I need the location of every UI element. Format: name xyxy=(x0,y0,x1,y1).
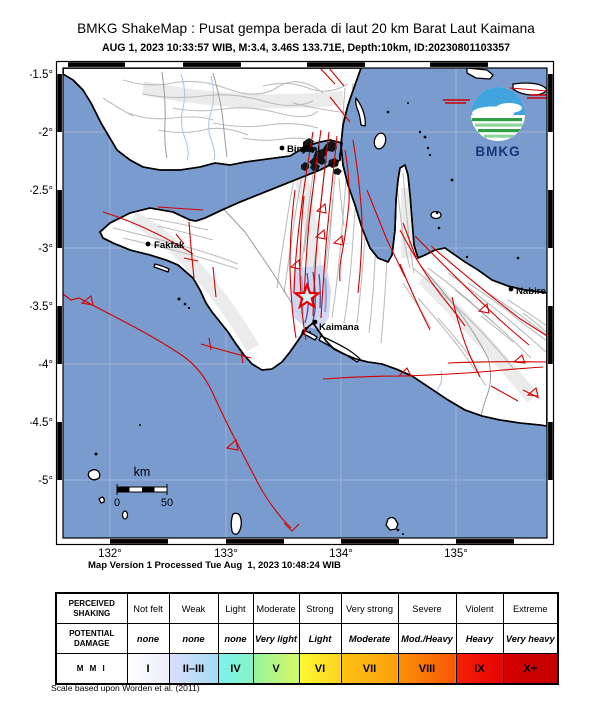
legend-cell: Not felt xyxy=(126,592,170,624)
scale-unit: km xyxy=(134,465,151,479)
legend-cell: Violent xyxy=(455,592,504,624)
scale-start: 0 xyxy=(114,497,120,509)
event-summary: AUG 1, 2023 10:33:57 WIB, M:3.4, 3.46S 1… xyxy=(101,42,511,54)
lat-tick-label: -2.5° xyxy=(30,185,53,197)
map-frame xyxy=(55,60,555,546)
legend-cell: Heavy xyxy=(455,623,504,654)
mmi-cell: II–III xyxy=(168,653,219,685)
islands xyxy=(87,68,547,535)
lat-tick-label: -2° xyxy=(38,127,53,139)
mmi-cell: IV xyxy=(217,653,254,685)
row-header: PERCEIVED SHAKING xyxy=(55,592,128,624)
mmi-row: M M I I II–III IV V VI VII VIII IX X+ xyxy=(55,653,559,685)
lon-tick-label: 134° xyxy=(329,548,353,559)
legend-cell: Severe xyxy=(397,592,457,624)
lat-tick-label: -3° xyxy=(38,243,53,255)
city-label: Nabire xyxy=(516,286,546,297)
logo-earth-stripes xyxy=(472,118,523,138)
mmi-cell: VIII xyxy=(397,653,457,685)
legend-cell: Strong xyxy=(298,592,342,624)
city-dot-nabire xyxy=(508,286,514,292)
lat-tick-label: -3.5° xyxy=(30,301,53,313)
lat-tick-label: -4° xyxy=(38,359,53,371)
mmi-cell: V xyxy=(252,653,300,685)
legend-cell: none xyxy=(126,623,170,654)
legend-cell: none xyxy=(168,623,219,654)
lon-tick-label: 132° xyxy=(98,548,122,559)
mmi-cell: VII xyxy=(340,653,399,685)
city-dot-fakfak xyxy=(145,241,151,247)
page-title: BMKG ShakeMap : Pusat gempa berada di la… xyxy=(77,21,535,36)
map-canvas: Bintuni Fakfak Kaimana Nabire xyxy=(29,59,585,560)
legend-cell: Very heavy xyxy=(502,623,559,654)
legend-cell: Very light xyxy=(252,623,300,654)
potential-damage-row: POTENTIAL DAMAGE none none none Very lig… xyxy=(55,623,559,654)
lat-tick-label: -4.5° xyxy=(30,417,53,429)
city-markers: Bintuni Fakfak Kaimana Nabire xyxy=(145,144,546,333)
city-dot-kaimana xyxy=(312,319,318,325)
perceived-shaking-row: PERCEIVED SHAKING Not felt Weak Light Mo… xyxy=(55,592,559,624)
lon-axis: 132° 133° 134° 135° xyxy=(98,548,468,560)
row-header: POTENTIAL DAMAGE xyxy=(55,623,128,654)
lat-axis: -1.5° -2° -2.5° -3° -3.5° -4° -4.5° -5° xyxy=(29,69,53,487)
city-label: Kaimana xyxy=(319,322,360,333)
legend-cell: Light xyxy=(298,623,342,654)
epicenter-star xyxy=(292,281,322,310)
mmi-cell: X+ xyxy=(502,653,559,685)
scale-bar: km 0 50 xyxy=(114,465,173,509)
legend-cell: Mod./Heavy xyxy=(397,623,457,654)
legend-cell: Moderate xyxy=(252,592,300,624)
lat-tick-label: -1.5° xyxy=(30,69,53,81)
mmi-cell: IX xyxy=(455,653,504,685)
legend-cell: Light xyxy=(217,592,254,624)
legend-cell: Extreme xyxy=(502,592,559,624)
version-line: Map Version 1 Processed Tue Aug 1, 2023 … xyxy=(88,560,341,571)
city-dot-bintuni xyxy=(279,145,285,151)
fault-lines xyxy=(63,68,547,532)
lon-tick-label: 135° xyxy=(444,548,468,559)
lon-tick-label: 133° xyxy=(214,548,238,559)
logo-text: BMKG xyxy=(475,144,520,159)
scale-end: 50 xyxy=(161,497,173,509)
shakemap-svg: Bintuni Fakfak Kaimana Nabire xyxy=(29,60,555,560)
row-header: M M I xyxy=(55,653,128,685)
legend-cell: none xyxy=(217,623,254,654)
mmi-cell: VI xyxy=(298,653,342,685)
legend-cell: Very strong xyxy=(340,592,399,624)
city-label: Bintuni xyxy=(287,144,320,155)
mmi-cell: I xyxy=(126,653,170,685)
lat-tick-label: -5° xyxy=(38,475,53,487)
intensity-legend: PERCEIVED SHAKING Not felt Weak Light Mo… xyxy=(55,592,559,685)
legend-cell: Weak xyxy=(168,592,219,624)
city-label: Fakfak xyxy=(154,240,185,251)
legend-cell: Moderate xyxy=(340,623,399,654)
scale-footnote: Scale based upon Worden et al. (2011) xyxy=(51,683,200,693)
